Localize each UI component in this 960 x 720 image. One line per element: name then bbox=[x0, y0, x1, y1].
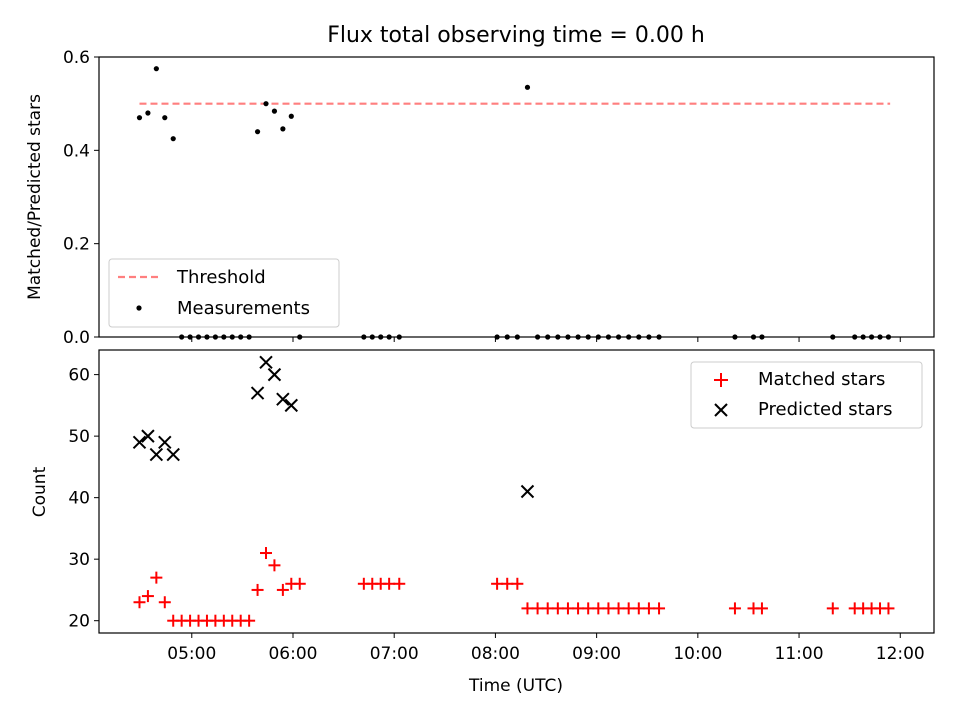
bottom-y-tick-label: 40 bbox=[68, 489, 90, 509]
matched-star-point bbox=[501, 577, 514, 590]
bottom-plot-frame bbox=[98, 349, 935, 634]
bottom-y-axis-label: Count bbox=[30, 466, 50, 517]
top-y-tick-label: 0.0 bbox=[63, 328, 90, 348]
top-y-tick-label: 0.4 bbox=[63, 141, 90, 161]
bottom-y-tick-label: 50 bbox=[68, 427, 90, 447]
matched-star-point bbox=[602, 602, 615, 615]
predicted-star-point bbox=[276, 392, 290, 406]
x-tick-label: 10:00 bbox=[673, 644, 722, 664]
predicted-star-point bbox=[267, 367, 282, 382]
x-tick-label: 07:00 bbox=[370, 644, 419, 664]
measurement-point bbox=[145, 110, 151, 116]
matched-star-point bbox=[642, 602, 655, 615]
x-tick-label: 08:00 bbox=[471, 644, 520, 664]
top-panel: Matched/Predicted stars 0.0 0.2 0.4 0.6 Thr… bbox=[25, 48, 935, 348]
x-tick-label: 12:00 bbox=[876, 644, 925, 664]
measurements-legend-swatch bbox=[136, 305, 142, 311]
predicted-star-point bbox=[250, 386, 265, 400]
measurement-point bbox=[254, 129, 261, 135]
x-tick-label: 06:00 bbox=[268, 644, 317, 664]
predicted-star-point bbox=[166, 447, 180, 462]
top-legend: Threshold Measurements bbox=[108, 258, 340, 328]
matched-star-point bbox=[260, 547, 272, 560]
predicted-star-point bbox=[259, 355, 273, 370]
matched-legend-swatch bbox=[714, 373, 728, 387]
bottom-legend: Matched stars Predicted stars bbox=[690, 361, 923, 429]
x-tick-label: 11:00 bbox=[775, 644, 824, 664]
top-y-axis-label: Matched/Predicted stars bbox=[25, 94, 45, 300]
matched-star-point bbox=[276, 583, 289, 596]
predicted-legend-swatch bbox=[714, 403, 728, 417]
matched-star-point bbox=[755, 602, 768, 615]
measurement-point bbox=[170, 136, 176, 142]
matched-star-point bbox=[521, 602, 534, 615]
matched-star-point bbox=[882, 602, 895, 615]
matched-star-point bbox=[150, 571, 163, 584]
bottom-ticks: 20 30 40 50 60 05:00 06:00 07:00 08:00 09:00 10:00… bbox=[68, 366, 924, 664]
matched-star-point bbox=[592, 602, 605, 615]
matched-star-point bbox=[572, 602, 585, 615]
matched-star-point bbox=[826, 602, 839, 615]
predicted-star-point bbox=[149, 447, 164, 462]
matched-star-point bbox=[653, 602, 666, 615]
matched-star-point bbox=[561, 602, 574, 615]
measurements-legend-label: Measurements bbox=[177, 298, 310, 319]
measurement-point bbox=[153, 66, 159, 72]
predicted-star-point bbox=[520, 484, 535, 499]
top-y-tick-label: 0.2 bbox=[63, 235, 90, 255]
measurement-point bbox=[136, 115, 143, 121]
matched-star-point bbox=[158, 596, 171, 609]
matched-star-point bbox=[622, 602, 635, 615]
predicted-star-point bbox=[284, 398, 299, 413]
x-axis-label: Time (UTC) bbox=[468, 676, 563, 696]
x-tick-label: 05:00 bbox=[167, 644, 216, 664]
measurement-point bbox=[524, 84, 531, 90]
bottom-legend-box bbox=[690, 361, 923, 429]
matched-star-point bbox=[251, 583, 264, 596]
measurement-point bbox=[280, 126, 286, 132]
bottom-y-tick-label: 20 bbox=[68, 612, 90, 632]
matched-star-point bbox=[612, 602, 625, 615]
top-plot-frame bbox=[98, 56, 935, 338]
matched-star-point bbox=[531, 602, 544, 615]
measurement-point bbox=[263, 101, 269, 107]
measurement-point bbox=[271, 108, 278, 114]
threshold-legend-label: Threshold bbox=[176, 267, 266, 288]
measurement-point bbox=[288, 113, 294, 119]
predicted-legend-label: Predicted stars bbox=[758, 399, 892, 420]
predicted-star-point bbox=[158, 435, 172, 449]
matched-star-point bbox=[383, 577, 396, 590]
measurement-point bbox=[162, 115, 168, 121]
figure-title: Flux total observing time = 0.00 h bbox=[327, 23, 705, 48]
matched-star-point bbox=[393, 577, 406, 590]
matched-star-point bbox=[511, 577, 524, 590]
matched-star-point bbox=[293, 577, 306, 590]
matched-star-point bbox=[141, 590, 154, 603]
matched-star-point bbox=[582, 602, 595, 615]
matched-star-point bbox=[268, 559, 281, 572]
bottom-y-tick-label: 30 bbox=[68, 550, 90, 570]
bottom-y-tick-label: 60 bbox=[68, 366, 90, 386]
matched-star-point bbox=[551, 602, 564, 615]
matched-star-point bbox=[491, 577, 504, 590]
bottom-panel: Count Time (UTC) 20 30 40 50 60 05:00 06:00 07:… bbox=[30, 349, 935, 696]
x-tick-label: 09:00 bbox=[572, 644, 621, 664]
top-y-tick-label: 0.6 bbox=[63, 48, 90, 68]
matched-star-point bbox=[632, 602, 645, 615]
predicted-star-point bbox=[141, 429, 155, 443]
matched-star-point bbox=[133, 596, 146, 609]
bottom-points-layer bbox=[132, 355, 895, 627]
matched-star-point bbox=[728, 602, 741, 615]
matched-star-point bbox=[243, 614, 256, 627]
top-legend-box bbox=[108, 258, 340, 328]
top-ticks: 0.0 0.2 0.4 0.6 bbox=[63, 48, 901, 348]
matched-star-point bbox=[541, 602, 554, 615]
matched-legend-label: Matched stars bbox=[758, 369, 885, 390]
predicted-star-point bbox=[132, 435, 147, 449]
